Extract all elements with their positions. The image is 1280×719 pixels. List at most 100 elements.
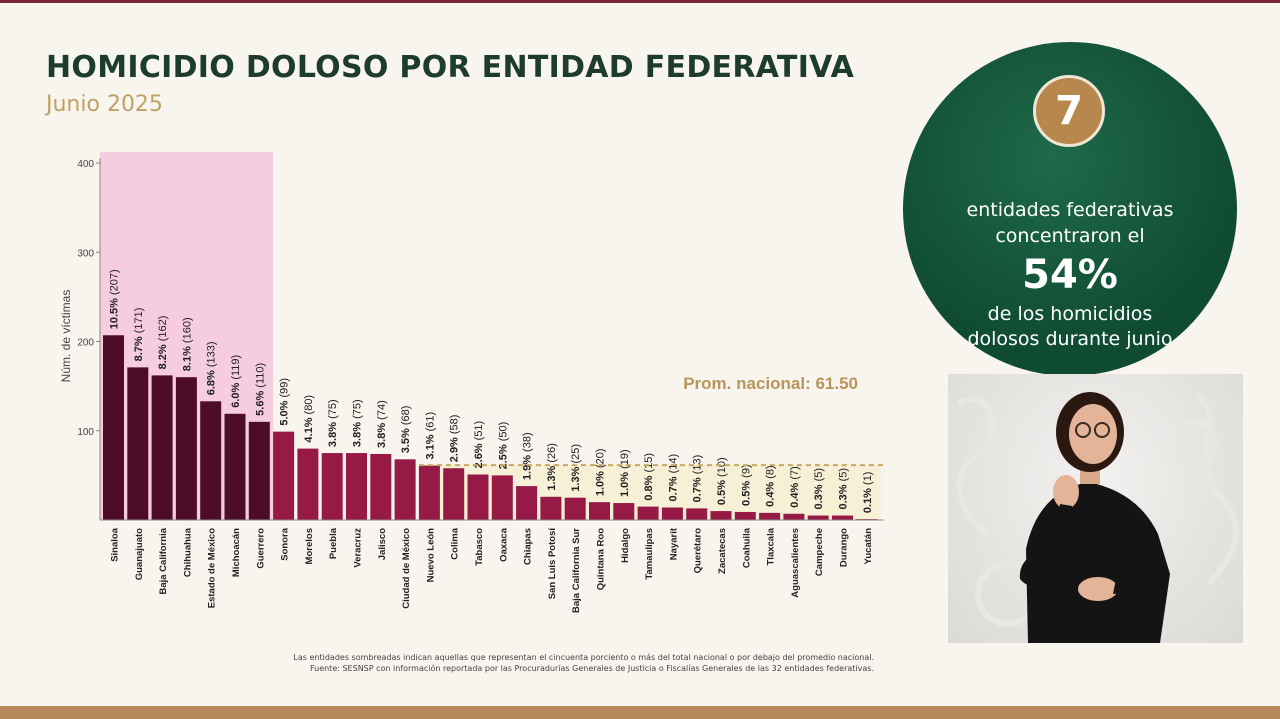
category-label: Jalisco	[377, 528, 388, 560]
data-label: 1.3% (25)	[570, 444, 582, 492]
category-label: Nuevo León	[425, 528, 436, 583]
bar	[175, 377, 197, 520]
category-label: Sinaloa	[110, 527, 121, 562]
glasses-right	[1094, 422, 1110, 438]
bar	[248, 421, 270, 520]
bar	[613, 503, 635, 520]
bar	[564, 497, 586, 520]
data-label-count: (207)	[109, 269, 121, 298]
summary-line-4: dolosos durante junio	[967, 328, 1173, 350]
data-label-count: (19)	[619, 449, 631, 472]
page-subtitle: Junio 2025	[46, 92, 163, 117]
category-label: Yucatán	[863, 528, 874, 565]
data-label-percent: 0.5%	[716, 480, 728, 505]
category-label: Puebla	[328, 527, 339, 559]
data-label-count: (58)	[449, 415, 461, 438]
data-label-percent: 2.5%	[497, 444, 509, 469]
y-tick-label: 400	[77, 159, 94, 170]
data-label-percent: 0.8%	[643, 475, 655, 500]
bar	[491, 475, 513, 520]
data-label: 6.8% (133)	[206, 341, 218, 395]
data-label-percent: 0.7%	[692, 477, 704, 502]
data-label: 0.5% (10)	[716, 457, 728, 505]
data-label-percent: 0.3%	[838, 484, 850, 509]
bar	[759, 512, 781, 520]
data-label-count: (1)	[862, 472, 874, 489]
bar	[443, 468, 465, 520]
average-label: Prom. nacional: 61.50	[683, 374, 858, 393]
bar	[224, 413, 246, 520]
data-label: 2.9% (58)	[449, 415, 461, 463]
data-label-count: (75)	[352, 399, 364, 422]
category-label: Quintana Roo	[596, 528, 607, 590]
data-label-percent: 2.9%	[449, 437, 461, 462]
data-label-percent: 0.7%	[667, 476, 679, 501]
summary-line-1: entidades federativas	[966, 199, 1174, 221]
bar	[832, 515, 853, 520]
data-label-percent: 1.9%	[522, 455, 534, 480]
data-label-count: (162)	[157, 316, 169, 345]
data-label-percent: 5.0%	[279, 400, 291, 425]
category-label: Tamaulipas	[644, 528, 655, 580]
bar	[297, 448, 319, 520]
data-label: 0.4% (7)	[789, 466, 801, 508]
data-label-percent: 8.7%	[133, 336, 145, 361]
data-label: 10.5% (207)	[109, 269, 121, 329]
data-label-percent: 0.5%	[740, 481, 752, 506]
data-label-count: (50)	[497, 422, 509, 445]
category-label: Campeche	[814, 528, 825, 576]
data-label: 0.5% (9)	[740, 464, 752, 506]
data-label-count: (8)	[765, 465, 777, 482]
category-label: Oaxaca	[498, 527, 509, 562]
data-label-count: (119)	[230, 355, 242, 383]
data-label: 8.2% (162)	[157, 316, 169, 370]
data-label-percent: 8.2%	[157, 344, 169, 369]
bar	[589, 502, 610, 520]
y-tick-label: 200	[77, 338, 94, 349]
category-label: Estado de México	[207, 528, 218, 608]
glasses-left	[1075, 422, 1091, 438]
interpreter-arm-left	[1019, 539, 1066, 587]
data-label-percent: 3.8%	[327, 422, 339, 447]
interpreter-hand-left	[1053, 475, 1079, 509]
y-axis-label: Núm. de víctimas	[59, 290, 73, 383]
data-label-count: (26)	[546, 443, 558, 466]
y-tick-label: 300	[77, 248, 94, 259]
category-label: Ciudad de México	[401, 528, 412, 609]
bar	[783, 513, 805, 520]
data-label: 0.7% (14)	[667, 454, 679, 502]
top-accent-line	[0, 0, 1280, 3]
data-label-percent: 5.6%	[254, 391, 266, 416]
data-label-percent: 1.0%	[595, 471, 607, 496]
bar	[686, 508, 708, 520]
data-label-percent: 8.1%	[181, 346, 193, 371]
data-label: 6.0% (119)	[230, 355, 242, 408]
category-label: Durango	[839, 528, 850, 567]
data-label: 2.6% (51)	[473, 421, 485, 469]
interpreter-arm-right	[1113, 539, 1165, 594]
interpreter-forearm-left	[1053, 504, 1072, 552]
data-label-count: (7)	[789, 466, 801, 483]
data-label: 5.0% (99)	[279, 378, 291, 426]
data-label-count: (160)	[181, 317, 193, 346]
category-label: Baja California	[158, 527, 169, 594]
bar	[346, 453, 367, 520]
bar	[394, 459, 416, 520]
data-label-percent: 6.0%	[230, 383, 242, 408]
bar-chart: 100 200 300 400 Núm. de víctimas 10.5% (207) S…	[59, 152, 884, 613]
summary-line-3: de los homicidios	[987, 303, 1153, 325]
data-label: 3.8% (75)	[327, 399, 339, 447]
data-label-percent: 3.5%	[400, 428, 412, 453]
bar	[127, 367, 149, 520]
data-label: 0.3% (5)	[813, 468, 825, 510]
data-label-count: (171)	[133, 308, 145, 337]
data-label-count: (80)	[303, 395, 315, 418]
category-label: Michoacán	[231, 528, 242, 577]
data-label-count: (25)	[570, 444, 582, 467]
footnote: Las entidades sombreadas indican aquella…	[154, 652, 874, 674]
bar	[151, 375, 173, 520]
data-label-percent: 4.1%	[303, 417, 315, 442]
interpreter-hand-right	[1078, 577, 1118, 601]
data-label-count: (20)	[595, 448, 607, 471]
data-label-percent: 0.4%	[765, 482, 777, 507]
